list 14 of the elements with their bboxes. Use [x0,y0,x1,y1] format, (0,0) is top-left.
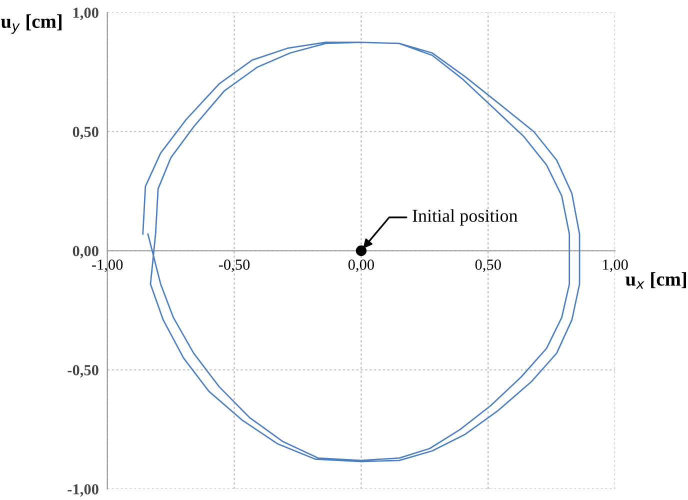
y-axis-title: u$_{y}$ [cm] [0,14,62,34]
x-tick-label: -1,00 [92,260,123,272]
x-tick-label: 0,00 [348,260,374,272]
x-tick-label: 1,00 [603,260,628,272]
y-tick-label: -1,00 [68,484,98,497]
x-tick-label: 0,50 [475,260,501,272]
x-tick-label: -0,50 [218,260,250,272]
y-tick-label: 0,50 [72,126,98,140]
annotation: Initial position [412,209,518,226]
y-tick-label: 0,00 [72,246,98,258]
y-tick-label: -0,50 [68,365,98,378]
line-series [142,42,580,462]
y-tick-label: 1,00 [73,8,98,20]
x-axis-title: u$_{x}$ [cm] [626,272,686,289]
